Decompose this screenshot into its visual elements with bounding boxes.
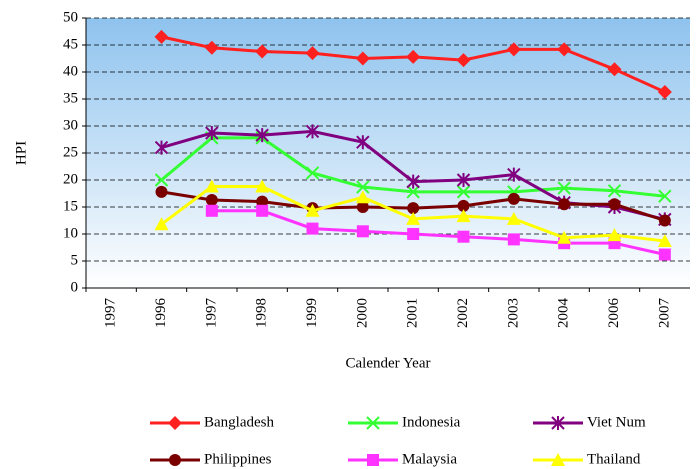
data-point xyxy=(607,62,622,77)
legend-label: Indonesia xyxy=(402,414,461,430)
legend-label: Bangladesh xyxy=(204,414,274,430)
data-point xyxy=(457,230,470,243)
data-point xyxy=(356,135,370,150)
data-point xyxy=(506,211,521,225)
data-point xyxy=(657,84,672,99)
legend-marker xyxy=(551,416,565,430)
data-point xyxy=(255,44,270,59)
data-point xyxy=(507,192,520,205)
y-tick-label: 50 xyxy=(63,9,78,25)
data-point xyxy=(407,228,420,240)
data-point xyxy=(356,201,369,213)
data-point xyxy=(406,49,421,64)
data-point xyxy=(154,29,169,44)
data-point xyxy=(305,203,320,217)
legend-marker xyxy=(168,416,182,430)
data-point xyxy=(456,209,471,223)
data-point xyxy=(204,179,219,193)
data-point xyxy=(205,193,218,206)
data-point xyxy=(204,40,219,55)
data-point xyxy=(154,217,169,231)
data-point xyxy=(406,211,421,225)
legend-label: Philippines xyxy=(204,451,272,467)
x-tick-label: 1996 xyxy=(153,298,169,329)
data-point xyxy=(155,185,168,198)
data-point xyxy=(154,140,169,155)
y-tick-label: 45 xyxy=(63,36,78,52)
data-point xyxy=(607,228,622,242)
y-tick-label: 5 xyxy=(71,252,79,268)
data-point xyxy=(356,225,369,238)
data-point xyxy=(557,230,572,244)
x-tick-label: 2001 xyxy=(405,298,421,328)
data-point xyxy=(255,179,270,193)
x-tick-label: 1997 xyxy=(203,298,219,329)
y-tick-label: 35 xyxy=(63,90,78,106)
data-point xyxy=(305,166,320,180)
data-point xyxy=(558,198,571,211)
data-point xyxy=(658,214,671,227)
legend-marker xyxy=(551,453,565,466)
x-tick-label: 1998 xyxy=(254,298,270,328)
y-tick-label: 10 xyxy=(63,225,78,241)
y-tick-label: 15 xyxy=(63,198,78,214)
data-point xyxy=(407,202,420,215)
data-point xyxy=(306,222,319,235)
x-tick-label: 1999 xyxy=(304,298,320,328)
data-point xyxy=(255,128,269,143)
data-point xyxy=(608,198,621,211)
data-point xyxy=(305,124,320,139)
data-point xyxy=(256,204,269,217)
x-tick-label: 2002 xyxy=(455,298,471,328)
data-point xyxy=(356,180,370,194)
data-point xyxy=(154,173,169,187)
x-axis-label: Calender Year xyxy=(346,355,431,371)
legend-marker xyxy=(367,454,379,466)
legend-label: Thailand xyxy=(587,451,641,467)
x-tick-label: 2003 xyxy=(505,298,521,328)
data-point xyxy=(456,53,471,68)
data-point xyxy=(557,181,571,195)
data-point xyxy=(456,185,471,199)
legend-label: Viet Num xyxy=(587,414,646,430)
x-tick-label: 2006 xyxy=(606,298,622,329)
data-point xyxy=(355,190,370,204)
data-point xyxy=(457,199,470,212)
data-point xyxy=(507,233,520,246)
y-tick-label: 30 xyxy=(63,117,78,133)
data-point xyxy=(658,248,671,261)
y-tick-label: 0 xyxy=(71,279,79,295)
legend-marker xyxy=(366,416,380,430)
data-point xyxy=(305,46,320,61)
x-tick-label: 2004 xyxy=(556,298,572,329)
data-point xyxy=(506,42,521,57)
data-point xyxy=(657,234,672,248)
data-point xyxy=(507,167,521,182)
y-axis-label: HPI xyxy=(13,141,29,165)
data-point xyxy=(607,184,622,198)
data-point xyxy=(406,185,420,199)
data-point xyxy=(256,195,269,208)
data-point xyxy=(658,189,672,203)
y-tick-label: 40 xyxy=(63,63,78,79)
legend-marker xyxy=(169,454,181,466)
x-tick-label: 2000 xyxy=(354,298,370,328)
y-tick-label: 20 xyxy=(63,171,78,187)
data-point xyxy=(205,204,218,217)
data-point xyxy=(456,173,471,187)
data-point xyxy=(355,51,370,66)
data-point xyxy=(557,42,572,57)
series-line xyxy=(211,209,666,256)
x-tick-label: 1997 xyxy=(103,298,119,329)
data-point xyxy=(205,126,219,141)
legend-label: Malaysia xyxy=(402,451,457,467)
data-point xyxy=(406,174,420,189)
y-tick-label: 25 xyxy=(63,144,78,160)
x-tick-label: 2007 xyxy=(656,298,672,329)
